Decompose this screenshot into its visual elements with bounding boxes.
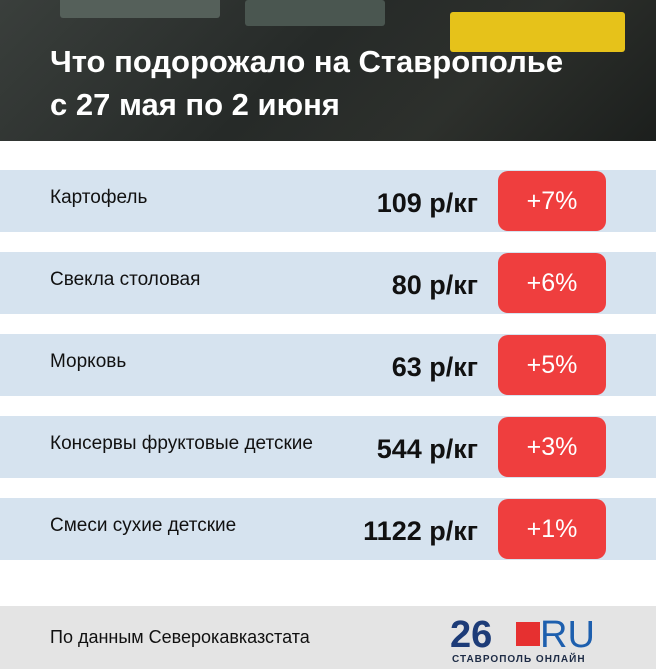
price: 1122 р/кг: [363, 516, 478, 546]
title-line: с 27 мая по 2 июня: [50, 87, 340, 122]
price-tag-decor: [450, 12, 625, 52]
product-name: Картофель: [50, 187, 148, 208]
source: По данным Северокавказстата: [50, 627, 310, 647]
header: Что подорожало на Ставрополье с 27 мая п…: [0, 0, 656, 141]
price-tag-decor: [245, 0, 385, 26]
price: 80 р/кг: [391, 270, 478, 300]
price: 63 р/кг: [391, 352, 478, 382]
table-row: Смеси сухие детские 1122 р/кг +1%: [0, 498, 656, 560]
table-row: Морковь 63 р/кг +5%: [0, 334, 656, 396]
price: 109 р/кг: [376, 188, 478, 218]
logo-number: 26: [450, 614, 493, 656]
logo-square: [516, 622, 540, 646]
price: 544 р/кг: [376, 434, 478, 464]
price-change: +7%: [498, 171, 606, 231]
logo-domain: RU: [540, 614, 595, 656]
title: Что подорожало на Ставрополье с 27 мая п…: [50, 40, 563, 126]
price-change: +5%: [498, 335, 606, 395]
product-name: Смеси сухие детские: [50, 515, 237, 536]
title-line: Что подорожало на Ставрополье: [50, 44, 564, 79]
price-change: +1%: [498, 499, 606, 559]
price-change: +6%: [498, 253, 606, 313]
footer: По данным Северокавказстата 26 RU СТАВРО…: [0, 606, 656, 669]
price-change: +3%: [498, 417, 606, 477]
product-name: Морковь: [50, 351, 127, 372]
logo-caption: СТАВРОПОЛЬ ОНЛАЙН: [452, 654, 586, 665]
product-name: Свекла столовая: [50, 269, 201, 290]
table-row: Картофель 109 р/кг +7%: [0, 170, 656, 232]
table-row: Консервы фруктовые детские 544 р/кг +3%: [0, 416, 656, 478]
product-name: Консервы фруктовые детские: [50, 433, 313, 454]
price-tag-decor: [60, 0, 220, 18]
table-row: Свекла столовая 80 р/кг +6%: [0, 252, 656, 314]
